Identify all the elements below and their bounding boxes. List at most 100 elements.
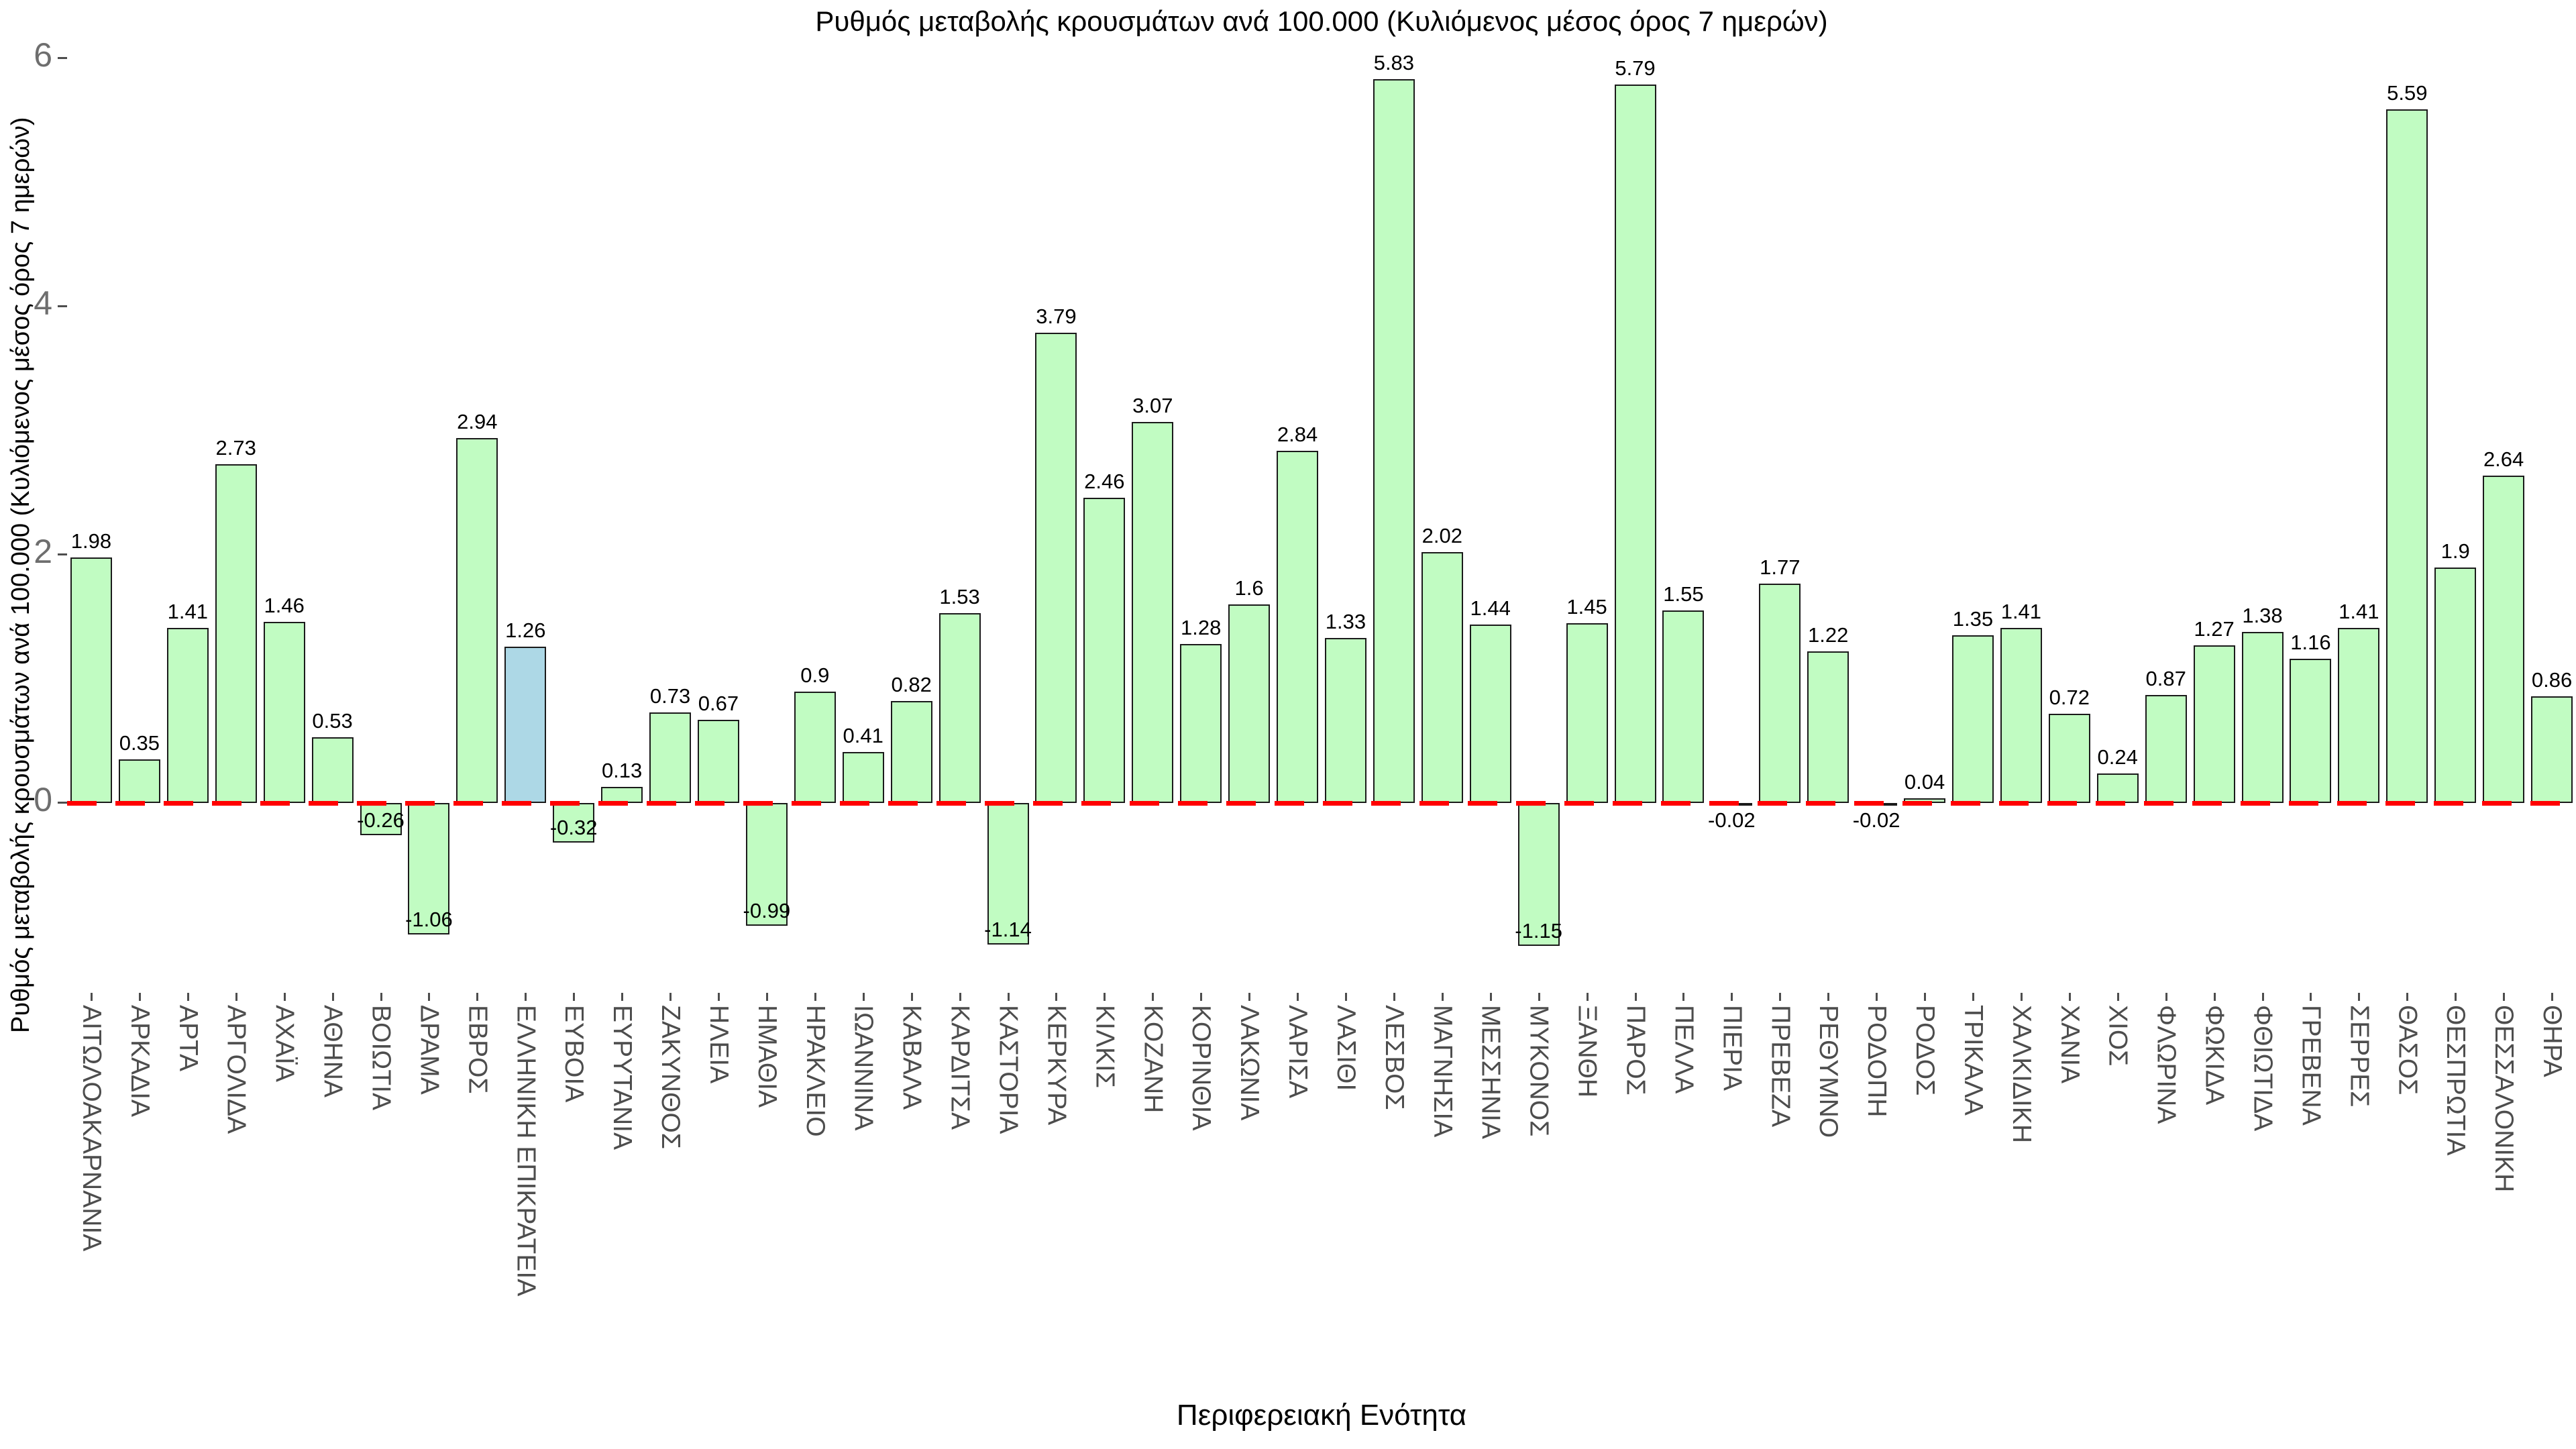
bar-value-label: 1.41 bbox=[2000, 600, 2042, 624]
bar-value-label: 1.38 bbox=[2242, 603, 2283, 627]
x-axis-tick-mark bbox=[2358, 993, 2361, 1001]
bar bbox=[2434, 567, 2477, 803]
x-category-label: ΚΟΖΑΝΗ bbox=[1138, 1005, 1168, 1114]
x-axis-tick-mark bbox=[1200, 993, 1203, 1001]
bar bbox=[2096, 773, 2139, 803]
bar-value-label: -0.99 bbox=[743, 899, 791, 923]
x-axis-tick-mark bbox=[2406, 993, 2409, 1001]
bar-value-label: 0.86 bbox=[2531, 667, 2573, 692]
x-axis-tick-mark bbox=[1297, 993, 1299, 1001]
bar-value-label: 1.44 bbox=[1470, 596, 1511, 620]
x-axis-tick-mark bbox=[1634, 993, 1637, 1001]
x-category-label: ΗΡΑΚΛΕΙΟ bbox=[800, 1005, 830, 1137]
bar-value-label: 5.79 bbox=[1615, 56, 1656, 80]
x-category-label: ΚΟΡΙΝΘΙΑ bbox=[1187, 1005, 1216, 1131]
x-axis-tick-mark bbox=[910, 993, 913, 1001]
x-category-label: ΑΧΑΪΑ bbox=[270, 1005, 299, 1082]
bar bbox=[1373, 79, 1415, 803]
y-axis-tick-mark bbox=[58, 57, 67, 59]
bar-value-label: 1.16 bbox=[2290, 631, 2331, 655]
bar bbox=[70, 557, 112, 803]
x-category-label: ΚΑΣΤΟΡΙΑ bbox=[994, 1005, 1023, 1134]
x-category-label: ΘΕΣΠΡΩΤΙΑ bbox=[2441, 1005, 2471, 1156]
x-category-label: ΣΕΡΡΕΣ bbox=[2345, 1005, 2374, 1108]
bar-value-label: 1.28 bbox=[1181, 616, 1222, 640]
x-axis-tick-mark bbox=[1393, 993, 1395, 1001]
bar bbox=[311, 737, 354, 803]
x-axis-tick-mark bbox=[331, 993, 334, 1001]
bar-value-label: 1.46 bbox=[264, 593, 305, 617]
bar-value-label: 0.73 bbox=[649, 684, 691, 708]
x-category-label: ΚΑΒΑΛΑ bbox=[897, 1005, 926, 1110]
x-axis-tick-mark bbox=[1538, 993, 1540, 1001]
x-axis-tick-mark bbox=[1586, 993, 1589, 1001]
x-axis-tick-mark bbox=[765, 993, 768, 1001]
bar-value-label: 0.87 bbox=[2145, 667, 2186, 691]
x-category-label: ΕΛΛΗΝΙΚΗ ΕΠΙΚΡΑΤΕΙΑ bbox=[511, 1005, 541, 1297]
bar bbox=[2000, 628, 2042, 803]
plot-area: 1.98 0.35 1.41 2.73 1.46 0.53 -0.26 -1.06 2.94 1.… bbox=[67, 40, 2576, 993]
bar-value-label: 2.46 bbox=[1084, 469, 1125, 493]
bar bbox=[1469, 624, 1511, 803]
bar-value-label: 1.6 bbox=[1234, 576, 1264, 600]
y-axis-tick-label: 0 bbox=[34, 781, 52, 818]
x-axis-tick-mark bbox=[1827, 993, 1830, 1001]
bar bbox=[1083, 497, 1126, 803]
x-axis-tick-mark bbox=[525, 993, 527, 1001]
bar-value-label: 1.55 bbox=[1663, 582, 1704, 606]
bar bbox=[1807, 651, 1849, 803]
x-category-label: ΒΟΙΩΤΙΑ bbox=[366, 1005, 396, 1111]
bar-value-label: 0.24 bbox=[2097, 745, 2138, 769]
x-category-label: ΠΕΛΛΑ bbox=[1669, 1005, 1699, 1094]
bar-value-label: 2.73 bbox=[215, 435, 256, 460]
y-axis-tick-mark bbox=[58, 305, 67, 307]
bar bbox=[1614, 84, 1656, 803]
x-axis-tick-mark bbox=[2455, 993, 2457, 1001]
bar bbox=[1035, 332, 1077, 803]
y-axis-tick-label: 6 bbox=[34, 36, 52, 74]
bar-value-label: 1.45 bbox=[1566, 594, 1607, 619]
bar bbox=[1951, 635, 1994, 803]
bar-value-label: 3.07 bbox=[1132, 394, 1173, 418]
x-axis-tick-mark bbox=[814, 993, 816, 1001]
bar-value-label: 1.22 bbox=[1808, 623, 1849, 647]
x-axis-tick-mark bbox=[1876, 993, 1878, 1001]
x-axis-tick-mark bbox=[959, 993, 961, 1001]
bar bbox=[1132, 422, 1174, 803]
x-axis-tick-mark bbox=[1731, 993, 1733, 1001]
bar bbox=[938, 612, 981, 803]
x-axis-tick-mark bbox=[1344, 993, 1347, 1001]
x-category-label: ΞΑΝΘΗ bbox=[1572, 1005, 1602, 1098]
x-category-label: ΜΑΓΝΗΣΙΑ bbox=[1428, 1005, 1457, 1138]
x-axis-tick-mark bbox=[1055, 993, 1058, 1001]
bar-value-label: 0.82 bbox=[891, 673, 932, 697]
x-category-label: ΛΕΣΒΟΣ bbox=[1379, 1005, 1409, 1110]
x-category-label: ΡΕΘΥΜΝΟ bbox=[1814, 1005, 1843, 1138]
x-category-label: ΑΡΚΑΔΙΑ bbox=[125, 1005, 154, 1117]
bar bbox=[794, 691, 836, 803]
x-axis-tick-mark bbox=[1924, 993, 1927, 1001]
x-category-label: ΦΘΙΩΤΙΔΑ bbox=[2248, 1005, 2277, 1132]
x-category-label: ΕΒΡΟΣ bbox=[463, 1005, 492, 1094]
bar-value-label: 1.41 bbox=[2339, 600, 2379, 624]
y-axis-tick-label: 4 bbox=[34, 284, 52, 322]
bar-value-label: 1.26 bbox=[505, 618, 546, 642]
x-axis-tick-mark bbox=[1441, 993, 1444, 1001]
x-axis-tick-mark bbox=[1682, 993, 1685, 1001]
x-axis-tick-mark bbox=[90, 993, 93, 1001]
bar bbox=[1662, 610, 1705, 803]
x-axis-tick-mark bbox=[2310, 993, 2312, 1001]
x-axis-tick-mark bbox=[235, 993, 237, 1001]
bar-value-label: 1.41 bbox=[167, 600, 208, 624]
bar-value-label: 0.67 bbox=[698, 692, 739, 716]
bar bbox=[987, 803, 1029, 945]
bar-value-label: 1.33 bbox=[1325, 609, 1366, 633]
bar bbox=[2193, 645, 2235, 803]
bar-value-label: 1.27 bbox=[2194, 617, 2235, 641]
bar-value-label: 0.35 bbox=[119, 731, 160, 755]
x-axis-tick-mark bbox=[1248, 993, 1251, 1001]
bar bbox=[2290, 659, 2332, 803]
bar-value-label: 2.02 bbox=[1421, 524, 1462, 548]
x-category-label: ΡΟΔΟΣ bbox=[1911, 1005, 1940, 1096]
bar bbox=[1421, 552, 1463, 803]
